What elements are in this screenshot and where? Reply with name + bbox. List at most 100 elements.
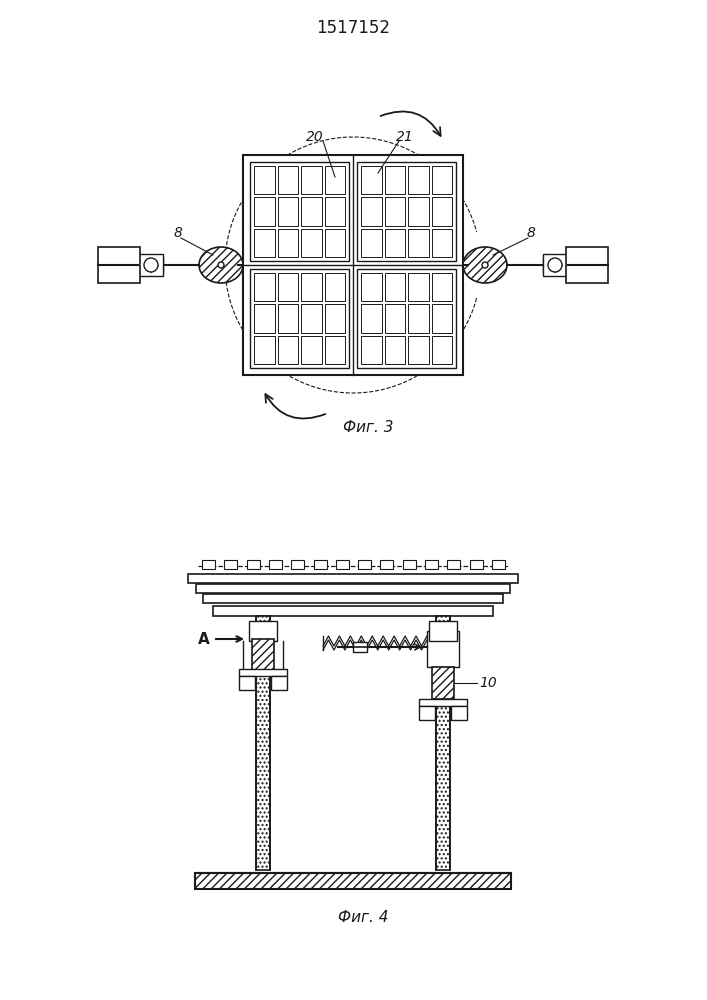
Text: Фиг. 3: Фиг. 3	[343, 420, 393, 434]
Text: Фиг. 4: Фиг. 4	[338, 910, 388, 924]
Bar	[254, 166, 274, 194]
Text: 20: 20	[306, 130, 324, 144]
Bar	[492, 560, 505, 569]
Bar	[254, 304, 274, 333]
Bar	[431, 166, 452, 194]
Bar	[357, 269, 456, 368]
Bar	[385, 273, 405, 301]
Bar	[239, 676, 255, 690]
Bar	[408, 304, 428, 333]
Bar	[432, 667, 454, 699]
Bar	[278, 273, 298, 301]
Bar	[196, 584, 510, 593]
Bar	[385, 304, 405, 333]
Bar	[278, 304, 298, 333]
Bar	[361, 273, 382, 301]
Circle shape	[482, 262, 488, 268]
Bar	[278, 197, 298, 226]
Bar	[325, 304, 345, 333]
Bar	[301, 273, 322, 301]
Bar	[361, 304, 382, 333]
Bar	[188, 574, 518, 583]
Bar	[301, 197, 322, 226]
Bar	[202, 560, 215, 569]
Bar	[380, 560, 394, 569]
Bar	[325, 336, 345, 364]
Bar	[408, 336, 428, 364]
Bar	[566, 247, 608, 283]
Bar	[203, 594, 503, 603]
FancyArrowPatch shape	[265, 394, 325, 419]
Bar	[361, 336, 382, 364]
Bar	[543, 254, 568, 276]
Bar	[358, 560, 371, 569]
Bar	[448, 560, 460, 569]
Ellipse shape	[199, 247, 243, 283]
Bar	[325, 273, 345, 301]
Text: 10: 10	[479, 676, 497, 690]
Bar	[254, 197, 274, 226]
Bar	[252, 639, 274, 671]
Bar	[278, 229, 298, 257]
Bar	[249, 621, 277, 641]
Bar	[431, 304, 452, 333]
Circle shape	[218, 262, 224, 268]
Bar	[301, 336, 322, 364]
Bar	[427, 631, 459, 667]
Bar	[408, 166, 428, 194]
Bar	[436, 616, 450, 870]
Bar	[361, 197, 382, 226]
Text: 8: 8	[173, 226, 182, 240]
Bar	[431, 336, 452, 364]
Circle shape	[548, 258, 562, 272]
Bar	[269, 560, 282, 569]
Bar	[250, 162, 349, 261]
Bar	[431, 273, 452, 301]
Bar	[385, 229, 405, 257]
Bar	[98, 247, 140, 283]
Bar	[425, 560, 438, 569]
Bar	[313, 560, 327, 569]
Bar	[353, 642, 367, 652]
Text: A: A	[198, 632, 210, 647]
Bar	[325, 166, 345, 194]
Bar	[254, 229, 274, 257]
Bar	[431, 197, 452, 226]
Bar	[247, 560, 259, 569]
Bar	[408, 273, 428, 301]
Bar	[357, 162, 456, 261]
Bar	[195, 873, 511, 889]
Bar	[408, 197, 428, 226]
Bar	[254, 336, 274, 364]
Bar	[429, 621, 457, 641]
Bar	[224, 560, 238, 569]
Bar	[138, 254, 163, 276]
Bar	[243, 155, 463, 375]
Bar	[385, 166, 405, 194]
Bar	[213, 606, 493, 616]
Text: 1517152: 1517152	[316, 19, 390, 37]
Bar	[469, 560, 483, 569]
Text: 8: 8	[527, 226, 535, 240]
Bar	[325, 197, 345, 226]
Bar	[278, 336, 298, 364]
Bar	[271, 676, 287, 690]
Bar	[361, 166, 382, 194]
Bar	[278, 166, 298, 194]
Bar	[451, 706, 467, 720]
Bar	[256, 616, 270, 870]
Bar	[361, 229, 382, 257]
Bar	[431, 229, 452, 257]
Bar	[419, 699, 467, 706]
Bar	[250, 269, 349, 368]
Bar	[291, 560, 304, 569]
Bar	[403, 560, 416, 569]
Bar	[301, 304, 322, 333]
Bar	[419, 706, 435, 720]
Bar	[301, 229, 322, 257]
Bar	[385, 197, 405, 226]
Bar	[408, 229, 428, 257]
Circle shape	[144, 258, 158, 272]
Bar	[301, 166, 322, 194]
Bar	[325, 229, 345, 257]
